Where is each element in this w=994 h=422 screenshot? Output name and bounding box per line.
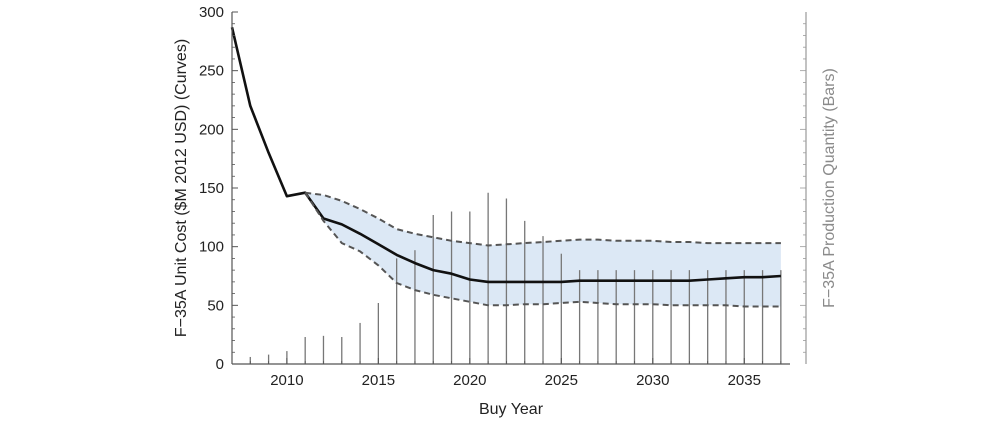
right-y-axis-title: F−35A Production Quantity (Bars)	[821, 68, 838, 308]
x-tick-label: 2035	[728, 372, 761, 389]
x-tick-label: 2010	[270, 372, 303, 389]
y-tick-label: 300	[199, 4, 224, 21]
y-tick-label: 250	[199, 63, 224, 80]
x-tick-label: 2015	[362, 372, 395, 389]
production-bars-layer	[249, 192, 782, 364]
ticks-layer: 0 50 100 150 200 250 300 2010 2015 2020 2025 2030 20…	[199, 4, 806, 389]
y-tick-label: 150	[199, 180, 224, 197]
x-tick-label: 2030	[636, 372, 669, 389]
unit-cost-line	[230, 27, 781, 284]
cost-lines-layer	[230, 27, 781, 308]
left-y-axis-title: F−35A Unit Cost ($M 2012 USD) (Curves)	[173, 39, 190, 337]
x-tick-label: 2020	[453, 372, 486, 389]
y-tick-label: 100	[199, 239, 224, 256]
y-tick-label: 0	[216, 356, 224, 373]
x-axis-title: Buy Year	[479, 401, 544, 418]
axes-layer	[231, 12, 807, 365]
y-tick-label: 200	[199, 121, 224, 138]
y-tick-label: 50	[207, 297, 224, 314]
lower-bound-line	[304, 192, 781, 308]
upper-bound-line	[305, 191, 781, 247]
x-tick-label: 2025	[545, 372, 578, 389]
